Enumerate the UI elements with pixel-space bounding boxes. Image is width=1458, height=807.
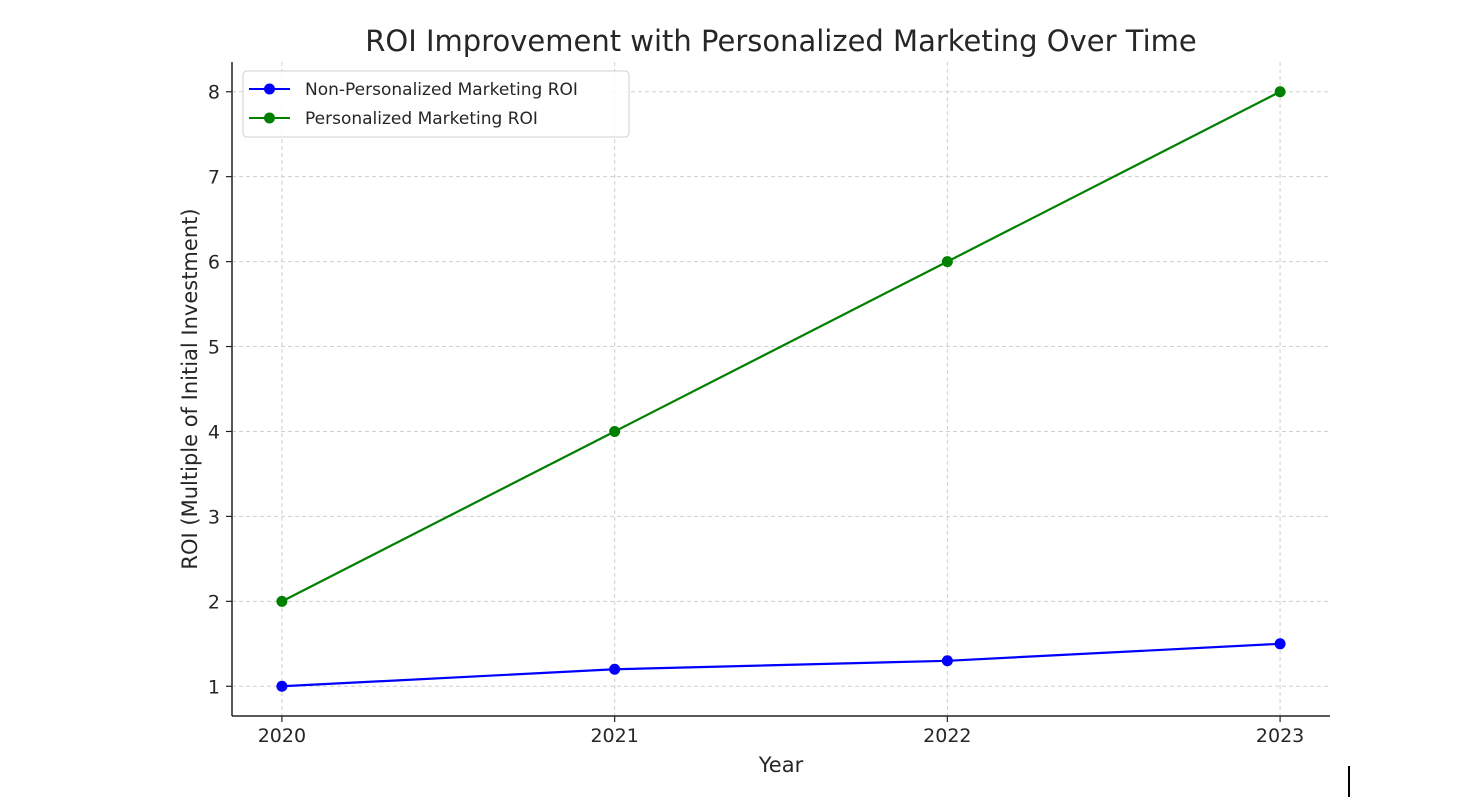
- x-tick-label: 2023: [1256, 725, 1304, 747]
- data-point: [609, 663, 621, 675]
- data-point: [941, 655, 953, 667]
- x-tick-label: 2021: [590, 725, 638, 747]
- legend-marker-personalized: [264, 112, 275, 124]
- y-tick-label: 5: [208, 337, 220, 359]
- y-axis-label: ROI (Multiple of Initial Investment): [178, 208, 202, 569]
- data-point: [1274, 638, 1286, 650]
- legend-label-personalized: Personalized Marketing ROI: [305, 109, 538, 129]
- legend-box: [242, 70, 630, 138]
- x-axis-label: Year: [758, 753, 804, 777]
- data-point: [1274, 86, 1286, 98]
- y-tick-label: 2: [208, 591, 220, 613]
- legend: Non-Personalized Marketing ROI Personali…: [242, 70, 630, 138]
- y-tick-label: 1: [208, 676, 220, 698]
- series-line-0: [281, 642, 1281, 688]
- x-tick-label: 2022: [923, 725, 971, 747]
- y-tick-label: 8: [208, 82, 220, 104]
- x-tick-label: 2020: [258, 725, 306, 747]
- y-tick-label: 4: [208, 421, 220, 443]
- legend-marker-non-personalized: [264, 83, 275, 95]
- y-tick-label: 3: [208, 506, 220, 528]
- data-point: [609, 425, 621, 437]
- legend-label-non-personalized: Non-Personalized Marketing ROI: [305, 80, 578, 100]
- data-point: [276, 680, 288, 692]
- y-tick-label: 7: [208, 167, 220, 189]
- y-tick-label: 6: [208, 252, 220, 274]
- chart-title: ROI Improvement with Personalized Market…: [365, 24, 1197, 58]
- data-point: [276, 595, 288, 607]
- series-line-1: [281, 90, 1281, 603]
- data-point: [941, 256, 953, 268]
